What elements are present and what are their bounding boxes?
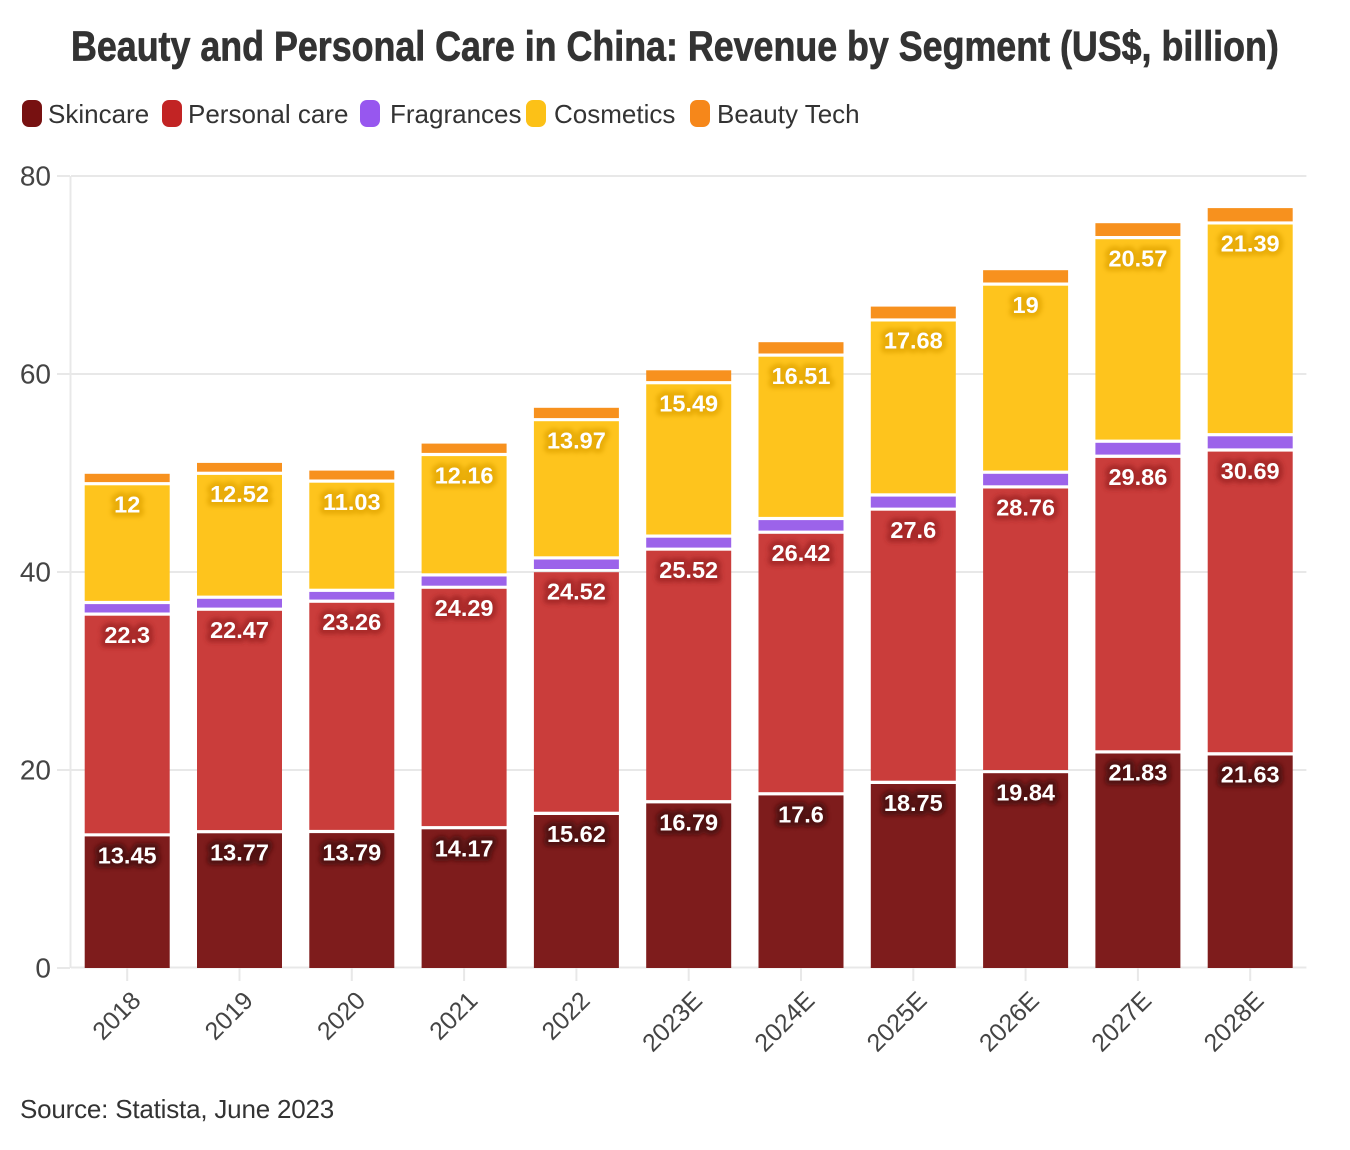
svg-text:22.3: 22.3 [104,622,150,648]
svg-text:60: 60 [20,359,51,390]
svg-text:13.79: 13.79 [322,839,381,865]
svg-text:Cosmetics: Cosmetics [554,99,675,129]
svg-text:13.97: 13.97 [547,427,606,453]
svg-text:13.45: 13.45 [98,843,157,869]
svg-text:19.84: 19.84 [996,779,1055,805]
svg-text:13.77: 13.77 [210,840,269,866]
svg-text:20.57: 20.57 [1108,245,1167,271]
svg-text:21.39: 21.39 [1221,231,1280,257]
svg-text:28.76: 28.76 [996,495,1055,521]
svg-text:Fragrances: Fragrances [390,99,522,129]
svg-text:24.29: 24.29 [435,595,494,621]
svg-text:16.79: 16.79 [659,810,718,836]
svg-text:23.26: 23.26 [322,609,381,635]
svg-text:13.97: 13.97 [547,427,606,453]
svg-text:22.47: 22.47 [210,617,269,643]
svg-text:18.75: 18.75 [884,790,943,816]
svg-text:13.45: 13.45 [98,843,157,869]
svg-text:15.62: 15.62 [547,821,606,847]
svg-text:24.52: 24.52 [547,578,606,604]
svg-text:15.62: 15.62 [547,821,606,847]
svg-text:12: 12 [114,492,140,518]
svg-text:20.57: 20.57 [1108,245,1167,271]
svg-text:11.03: 11.03 [323,489,381,515]
svg-text:19: 19 [1013,292,1039,318]
svg-text:21.39: 21.39 [1221,231,1280,257]
svg-text:30.69: 30.69 [1221,458,1280,484]
svg-text:16.79: 16.79 [659,810,718,836]
svg-text:80: 80 [20,161,51,192]
svg-text:19.84: 19.84 [996,779,1055,805]
svg-text:40: 40 [20,557,51,588]
svg-text:17.6: 17.6 [778,802,824,828]
svg-text:Skincare: Skincare [48,99,149,129]
svg-text:20: 20 [20,755,51,786]
svg-text:16.51: 16.51 [772,363,831,389]
svg-text:18.75: 18.75 [884,790,943,816]
svg-text:29.86: 29.86 [1108,464,1167,490]
svg-text:17.68: 17.68 [884,328,943,354]
svg-text:11.03: 11.03 [323,489,381,515]
svg-text:21.83: 21.83 [1108,760,1167,786]
svg-text:29.86: 29.86 [1108,464,1167,490]
svg-text:30.69: 30.69 [1221,458,1280,484]
svg-text:Personal care: Personal care [188,99,348,129]
svg-text:24.29: 24.29 [435,595,494,621]
svg-text:Beauty Tech: Beauty Tech [717,99,860,129]
svg-text:22.3: 22.3 [104,622,150,648]
svg-text:14.17: 14.17 [435,836,494,862]
svg-text:12: 12 [114,492,140,518]
svg-text:26.42: 26.42 [772,540,831,566]
svg-text:12.16: 12.16 [435,462,494,488]
svg-text:21.63: 21.63 [1221,762,1280,788]
svg-text:16.51: 16.51 [772,363,831,389]
svg-text:15.49: 15.49 [659,391,718,417]
svg-text:12.52: 12.52 [210,481,269,507]
svg-text:22.47: 22.47 [210,617,269,643]
svg-text:15.49: 15.49 [659,391,718,417]
svg-text:23.26: 23.26 [322,609,381,635]
svg-text:17.68: 17.68 [884,328,943,354]
svg-text:12.52: 12.52 [210,481,269,507]
svg-text:13.79: 13.79 [322,839,381,865]
svg-text:17.6: 17.6 [778,802,824,828]
svg-text:Source: Statista, June 2023: Source: Statista, June 2023 [20,1094,334,1124]
svg-text:27.6: 27.6 [890,517,936,543]
svg-text:19: 19 [1013,292,1039,318]
svg-text:21.63: 21.63 [1221,762,1280,788]
svg-text:25.52: 25.52 [659,557,718,583]
svg-text:21.83: 21.83 [1108,760,1167,786]
svg-text:0: 0 [35,953,51,984]
svg-text:14.17: 14.17 [435,836,494,862]
svg-text:24.52: 24.52 [547,578,606,604]
svg-text:13.77: 13.77 [210,840,269,866]
svg-text:25.52: 25.52 [659,557,718,583]
svg-text:12.16: 12.16 [435,462,494,488]
svg-text:Beauty and Personal Care in Ch: Beauty and Personal Care in China: Reven… [71,24,1279,70]
svg-text:26.42: 26.42 [772,540,831,566]
svg-text:27.6: 27.6 [890,517,936,543]
svg-text:28.76: 28.76 [996,495,1055,521]
